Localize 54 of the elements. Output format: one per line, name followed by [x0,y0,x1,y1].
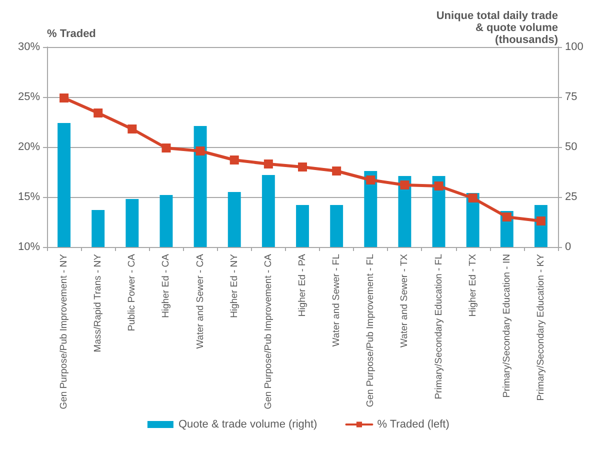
y2-axis-title: Unique total daily trade & quote volume (thousands) [436,10,558,46]
point [60,94,69,102]
x-tick-label: Primary/Secondary Education - KY [535,253,546,401]
point [264,160,273,168]
x-tick-label: Higher Ed - TX [467,253,478,317]
x-tick-label: Gen Purpose/Pub Improvement - NY [58,253,70,410]
point [502,212,512,222]
x-tick-label: Public Power - CA [126,253,138,332]
bar [262,175,275,247]
bar [194,126,207,247]
x-tick-label: Water and Sewer - FL [331,254,342,347]
point [94,108,103,118]
y2-tick-label: 100 [565,41,584,53]
y2-tick-label: 75 [565,91,578,103]
y2-tick-label: 50 [565,141,578,153]
y-tick-label: 15% [18,191,40,203]
point [230,156,239,164]
point [298,162,307,172]
legend-label: Quote & trade volume (right) [178,418,318,430]
y-tick-label: 25% [18,91,40,103]
y2-tick-label: 25 [565,191,578,203]
x-tick-label: Gen Purpose/Pub Improvement - FL [365,254,376,408]
x-tick-label: Water and Sewer - TX [399,253,410,348]
point [332,166,342,176]
bar [330,205,344,247]
bar [160,195,173,247]
bar [296,205,309,247]
point [162,144,171,152]
x-tick-label: Higher Ed - PA [297,253,308,317]
x-tick-label: Primary/Secondary Education - FL [433,254,444,400]
y-tick-label: 10% [18,241,40,253]
x-tick-label: Higher Ed - NY [228,253,240,318]
bar [58,123,71,247]
point [468,194,478,202]
y-tick-label: 20% [18,141,40,153]
bar [126,199,139,247]
point [196,146,205,156]
bar [92,210,105,247]
y-axis-title: % Traded [47,28,96,40]
point [366,176,376,184]
x-tick-label: Higher Ed - CA [160,253,172,318]
point [128,124,137,134]
x-tick-label: Gen Purpose/Pub Improvement - CA [262,253,274,410]
y2-tick-label: 0 [565,241,572,253]
bar [228,192,241,247]
x-tick-label: Primary/Secondary Education - IN [501,254,512,398]
x-tick-label: Water and Sewer - CA [194,253,206,349]
bar [398,176,412,247]
legend-label: % Traded (left) [377,418,450,430]
y-tick-label: 30% [18,41,40,53]
x-tick-label: Mass/Rapid Trans - NY [92,253,104,352]
point [400,180,410,190]
point [536,216,546,226]
point [434,182,444,190]
